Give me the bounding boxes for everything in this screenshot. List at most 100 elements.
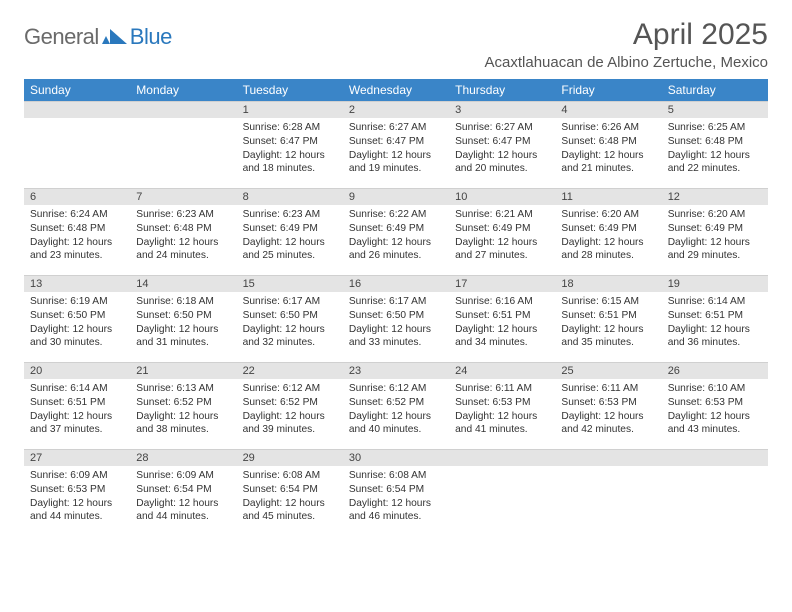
calendar-day-cell: 26Sunrise: 6:10 AMSunset: 6:53 PMDayligh… <box>662 362 768 449</box>
day-number: 5 <box>662 101 768 118</box>
brand-word-general: General <box>24 24 99 50</box>
daylight-line: Daylight: 12 hours and 34 minutes. <box>455 323 549 351</box>
daylight-line: Daylight: 12 hours and 22 minutes. <box>668 149 762 177</box>
day-body: Sunrise: 6:18 AMSunset: 6:50 PMDaylight:… <box>130 292 236 354</box>
weekday-header: Saturday <box>662 79 768 101</box>
day-body: Sunrise: 6:08 AMSunset: 6:54 PMDaylight:… <box>343 466 449 528</box>
calendar-page: General Blue April 2025 Acaxtlahuacan de… <box>0 0 792 612</box>
calendar-day-cell: 29Sunrise: 6:08 AMSunset: 6:54 PMDayligh… <box>237 449 343 536</box>
sunrise-line: Sunrise: 6:08 AM <box>349 469 443 483</box>
daylight-line: Daylight: 12 hours and 32 minutes. <box>243 323 337 351</box>
brand-logo: General Blue <box>24 24 172 50</box>
daylight-line: Daylight: 12 hours and 36 minutes. <box>668 323 762 351</box>
sunrise-line: Sunrise: 6:23 AM <box>136 208 230 222</box>
day-number: 14 <box>130 275 236 292</box>
day-body: Sunrise: 6:19 AMSunset: 6:50 PMDaylight:… <box>24 292 130 354</box>
calendar-day-cell: 17Sunrise: 6:16 AMSunset: 6:51 PMDayligh… <box>449 275 555 362</box>
calendar-table: SundayMondayTuesdayWednesdayThursdayFrid… <box>24 79 768 536</box>
sunrise-line: Sunrise: 6:21 AM <box>455 208 549 222</box>
day-number: 4 <box>555 101 661 118</box>
sunset-line: Sunset: 6:54 PM <box>349 483 443 497</box>
daylight-line: Daylight: 12 hours and 28 minutes. <box>561 236 655 264</box>
day-body: Sunrise: 6:23 AMSunset: 6:48 PMDaylight:… <box>130 205 236 267</box>
sunset-line: Sunset: 6:48 PM <box>30 222 124 236</box>
daylight-line: Daylight: 12 hours and 40 minutes. <box>349 410 443 438</box>
day-number: 13 <box>24 275 130 292</box>
sunrise-line: Sunrise: 6:19 AM <box>30 295 124 309</box>
calendar-day-cell <box>24 101 130 188</box>
calendar-day-cell <box>555 449 661 536</box>
calendar-day-cell: 28Sunrise: 6:09 AMSunset: 6:54 PMDayligh… <box>130 449 236 536</box>
day-body: Sunrise: 6:25 AMSunset: 6:48 PMDaylight:… <box>662 118 768 180</box>
sunrise-line: Sunrise: 6:24 AM <box>30 208 124 222</box>
calendar-day-cell: 20Sunrise: 6:14 AMSunset: 6:51 PMDayligh… <box>24 362 130 449</box>
daylight-line: Daylight: 12 hours and 24 minutes. <box>136 236 230 264</box>
day-number: 6 <box>24 188 130 205</box>
day-number: 2 <box>343 101 449 118</box>
calendar-day-cell: 11Sunrise: 6:20 AMSunset: 6:49 PMDayligh… <box>555 188 661 275</box>
brand-mark-icon <box>102 27 128 45</box>
calendar-header-row: SundayMondayTuesdayWednesdayThursdayFrid… <box>24 79 768 101</box>
daylight-line: Daylight: 12 hours and 18 minutes. <box>243 149 337 177</box>
day-body-empty <box>449 466 555 473</box>
calendar-body: 1Sunrise: 6:28 AMSunset: 6:47 PMDaylight… <box>24 101 768 536</box>
day-body: Sunrise: 6:20 AMSunset: 6:49 PMDaylight:… <box>555 205 661 267</box>
daylight-line: Daylight: 12 hours and 44 minutes. <box>30 497 124 525</box>
calendar-day-cell <box>449 449 555 536</box>
sunrise-line: Sunrise: 6:15 AM <box>561 295 655 309</box>
day-body: Sunrise: 6:12 AMSunset: 6:52 PMDaylight:… <box>237 379 343 441</box>
sunset-line: Sunset: 6:49 PM <box>243 222 337 236</box>
daylight-line: Daylight: 12 hours and 27 minutes. <box>455 236 549 264</box>
sunset-line: Sunset: 6:48 PM <box>668 135 762 149</box>
sunset-line: Sunset: 6:54 PM <box>243 483 337 497</box>
daylight-line: Daylight: 12 hours and 41 minutes. <box>455 410 549 438</box>
sunset-line: Sunset: 6:49 PM <box>455 222 549 236</box>
sunset-line: Sunset: 6:52 PM <box>349 396 443 410</box>
day-body: Sunrise: 6:28 AMSunset: 6:47 PMDaylight:… <box>237 118 343 180</box>
day-number: 27 <box>24 449 130 466</box>
daylight-line: Daylight: 12 hours and 26 minutes. <box>349 236 443 264</box>
sunset-line: Sunset: 6:50 PM <box>349 309 443 323</box>
calendar-day-cell: 22Sunrise: 6:12 AMSunset: 6:52 PMDayligh… <box>237 362 343 449</box>
day-body: Sunrise: 6:24 AMSunset: 6:48 PMDaylight:… <box>24 205 130 267</box>
location-subtitle: Acaxtlahuacan de Albino Zertuche, Mexico <box>485 54 769 71</box>
day-body-empty <box>662 466 768 473</box>
day-number: 1 <box>237 101 343 118</box>
calendar-day-cell: 5Sunrise: 6:25 AMSunset: 6:48 PMDaylight… <box>662 101 768 188</box>
weekday-header: Tuesday <box>237 79 343 101</box>
daylight-line: Daylight: 12 hours and 31 minutes. <box>136 323 230 351</box>
sunrise-line: Sunrise: 6:14 AM <box>30 382 124 396</box>
day-number: 18 <box>555 275 661 292</box>
daylight-line: Daylight: 12 hours and 37 minutes. <box>30 410 124 438</box>
sunset-line: Sunset: 6:52 PM <box>243 396 337 410</box>
day-number: 15 <box>237 275 343 292</box>
day-body-empty <box>555 466 661 473</box>
sunrise-line: Sunrise: 6:12 AM <box>349 382 443 396</box>
daylight-line: Daylight: 12 hours and 45 minutes. <box>243 497 337 525</box>
month-title: April 2025 <box>485 18 769 52</box>
day-number: 12 <box>662 188 768 205</box>
calendar-day-cell: 7Sunrise: 6:23 AMSunset: 6:48 PMDaylight… <box>130 188 236 275</box>
sunrise-line: Sunrise: 6:17 AM <box>243 295 337 309</box>
weekday-header: Thursday <box>449 79 555 101</box>
daylight-line: Daylight: 12 hours and 42 minutes. <box>561 410 655 438</box>
daylight-line: Daylight: 12 hours and 25 minutes. <box>243 236 337 264</box>
sunset-line: Sunset: 6:51 PM <box>668 309 762 323</box>
calendar-day-cell: 27Sunrise: 6:09 AMSunset: 6:53 PMDayligh… <box>24 449 130 536</box>
day-number: 10 <box>449 188 555 205</box>
sunrise-line: Sunrise: 6:20 AM <box>668 208 762 222</box>
sunset-line: Sunset: 6:53 PM <box>561 396 655 410</box>
calendar-day-cell: 2Sunrise: 6:27 AMSunset: 6:47 PMDaylight… <box>343 101 449 188</box>
sunset-line: Sunset: 6:51 PM <box>561 309 655 323</box>
day-body: Sunrise: 6:22 AMSunset: 6:49 PMDaylight:… <box>343 205 449 267</box>
calendar-day-cell: 8Sunrise: 6:23 AMSunset: 6:49 PMDaylight… <box>237 188 343 275</box>
day-number: 30 <box>343 449 449 466</box>
calendar-day-cell: 15Sunrise: 6:17 AMSunset: 6:50 PMDayligh… <box>237 275 343 362</box>
sunset-line: Sunset: 6:49 PM <box>561 222 655 236</box>
daylight-line: Daylight: 12 hours and 43 minutes. <box>668 410 762 438</box>
sunrise-line: Sunrise: 6:11 AM <box>561 382 655 396</box>
day-number: 9 <box>343 188 449 205</box>
sunrise-line: Sunrise: 6:23 AM <box>243 208 337 222</box>
daylight-line: Daylight: 12 hours and 30 minutes. <box>30 323 124 351</box>
sunrise-line: Sunrise: 6:09 AM <box>30 469 124 483</box>
